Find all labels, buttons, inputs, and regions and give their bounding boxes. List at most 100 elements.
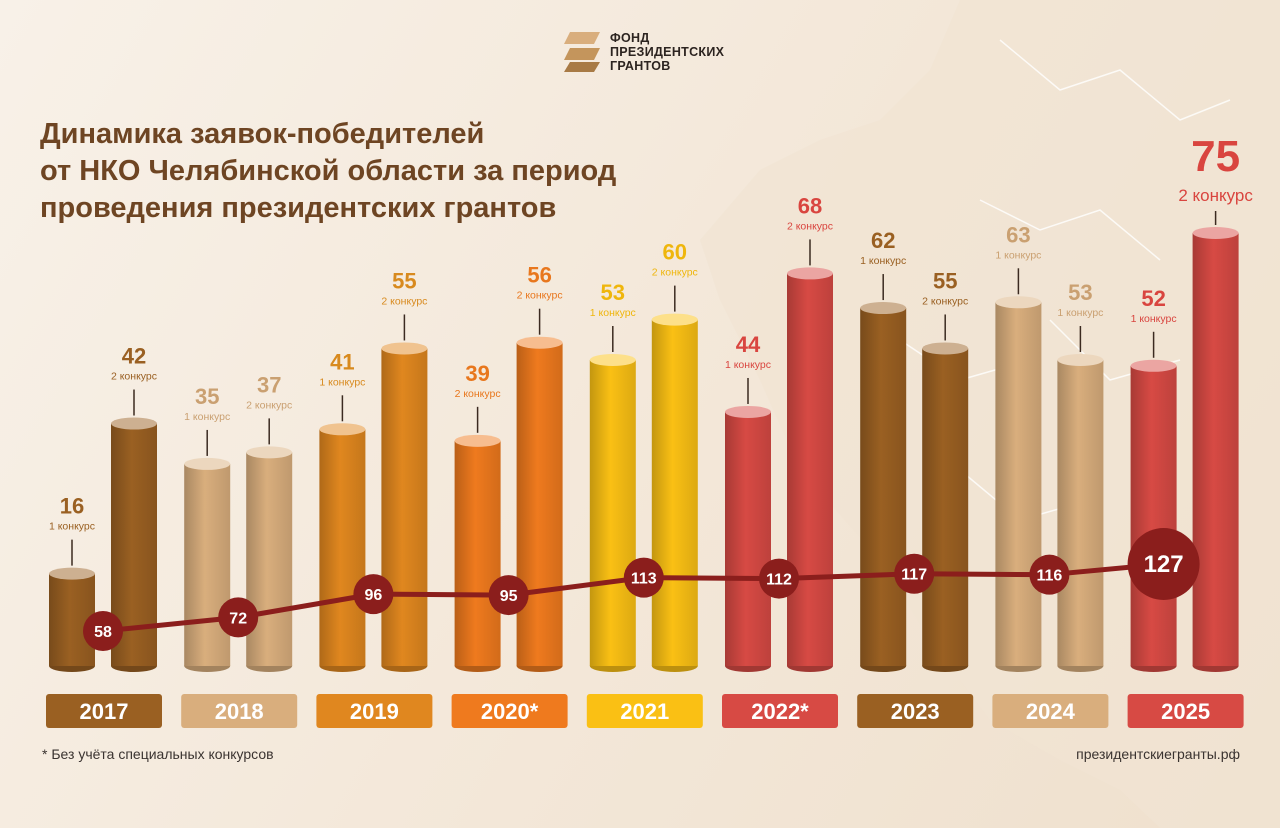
- bar-top: [651, 313, 698, 326]
- bar: [1192, 233, 1239, 666]
- year-label: 2025: [1161, 699, 1210, 724]
- logo-icon: [564, 32, 600, 72]
- data-label: 62: [871, 228, 895, 253]
- data-label: 37: [257, 372, 281, 397]
- total-marker: [894, 553, 935, 594]
- contest-label: 2 конкурс: [455, 388, 501, 400]
- bar: [651, 319, 698, 666]
- bar-top: [860, 302, 907, 315]
- total-marker: [218, 597, 259, 638]
- bar-top: [725, 405, 771, 418]
- contest-label: 2 конкурс: [381, 295, 427, 307]
- bar-top: [1130, 359, 1177, 372]
- year-label: 2024: [1026, 699, 1076, 724]
- total-marker: [353, 574, 394, 615]
- year-label: 2022*: [751, 699, 809, 724]
- bar-top: [184, 457, 231, 470]
- bar-top: [1057, 354, 1104, 367]
- contest-label: 2 конкурс: [111, 371, 157, 383]
- bar: [787, 273, 833, 666]
- year-label: 2019: [350, 699, 399, 724]
- bar: [246, 452, 293, 666]
- total-marker: [1127, 528, 1200, 600]
- bar: [725, 411, 771, 666]
- total-label: 72: [229, 610, 247, 627]
- bar: [1130, 365, 1177, 666]
- data-label: 63: [1006, 222, 1030, 247]
- bar-top: [922, 342, 969, 355]
- total-label: 95: [500, 588, 518, 605]
- bar: [922, 348, 969, 666]
- data-label: 42: [122, 344, 146, 369]
- logo-line-3: ГРАНТОВ: [610, 59, 671, 73]
- contest-label: 2 конкурс: [246, 399, 292, 411]
- website-link[interactable]: президентскиегранты.рф: [1076, 746, 1240, 762]
- data-label: 75: [1191, 132, 1240, 181]
- contest-label: 1 конкурс: [590, 307, 636, 319]
- contest-label: 2 конкурс: [652, 267, 698, 279]
- data-label: 68: [798, 193, 822, 218]
- year-badge: [451, 694, 568, 728]
- data-label: 39: [465, 361, 489, 386]
- logo-line-1: ФОНД: [610, 31, 650, 45]
- data-label: 53: [601, 280, 625, 305]
- data-label: 55: [933, 268, 957, 293]
- bar: [995, 302, 1042, 666]
- data-label: 52: [1141, 286, 1165, 311]
- total-marker: [83, 611, 123, 651]
- contest-label: 2 конкурс: [787, 220, 833, 232]
- total-label: 117: [901, 567, 927, 584]
- contest-label: 2 конкурс: [517, 290, 563, 302]
- total-label: 113: [631, 571, 657, 588]
- contest-label: 1 конкурс: [1131, 313, 1177, 325]
- year-label: 2018: [215, 699, 264, 724]
- year-badge: [181, 694, 298, 728]
- year-badge: [586, 694, 703, 728]
- bar-top: [995, 296, 1042, 309]
- total-marker: [1029, 554, 1070, 595]
- total-marker: [759, 558, 799, 599]
- year-label: 2020*: [481, 699, 539, 724]
- total-label: 96: [365, 587, 383, 604]
- contest-label: 1 конкурс: [995, 249, 1041, 261]
- total-label: 112: [766, 572, 792, 589]
- data-label: 56: [527, 263, 551, 288]
- bar-top: [49, 567, 95, 580]
- logo: ФОНД ПРЕЗИДЕНТСКИХ ГРАНТОВ: [560, 30, 724, 74]
- title-line-2: от НКО Челябинской области за период: [40, 155, 617, 187]
- year-badge: [1127, 694, 1244, 728]
- bar: [589, 360, 636, 666]
- total-label: 127: [1144, 551, 1184, 578]
- contest-label: 2 конкурс: [922, 295, 968, 307]
- bar: [516, 342, 563, 666]
- logo-line-2: ПРЕЗИДЕНТСКИХ: [610, 45, 725, 59]
- year-label: 2017: [80, 699, 129, 724]
- data-label: 55: [392, 268, 416, 293]
- data-label: 53: [1068, 280, 1092, 305]
- title-line-1: Динамика заявок-победителей: [40, 118, 485, 150]
- contest-label: 1 конкурс: [860, 255, 906, 267]
- contest-label: 2 конкурс: [1178, 186, 1253, 205]
- bar-top: [319, 423, 366, 436]
- total-marker: [623, 557, 664, 598]
- data-label: 60: [663, 240, 687, 265]
- year-badge: [857, 694, 974, 728]
- bar: [1057, 360, 1104, 666]
- contest-label: 1 конкурс: [49, 521, 95, 533]
- bar-top: [1192, 227, 1239, 239]
- bar-top: [381, 342, 428, 355]
- bar: [454, 440, 501, 666]
- year-label: 2021: [620, 699, 669, 724]
- total-label: 116: [1036, 568, 1062, 585]
- bar-top: [787, 267, 833, 280]
- bar-top: [516, 336, 563, 349]
- chart-title: Динамика заявок-победителей от НКО Челяб…: [40, 116, 740, 227]
- footnote: * Без учёта специальных конкурсов: [42, 746, 274, 762]
- contest-label: 1 конкурс: [184, 411, 230, 423]
- bar-top: [246, 446, 293, 459]
- contest-label: 1 конкурс: [725, 359, 771, 371]
- bar: [381, 348, 428, 666]
- data-label: 44: [736, 332, 761, 357]
